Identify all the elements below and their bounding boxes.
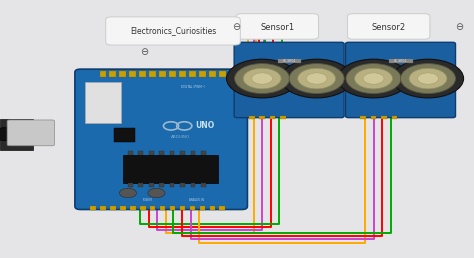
Bar <box>201 183 206 187</box>
Bar <box>200 206 205 210</box>
Circle shape <box>91 96 103 102</box>
Bar <box>170 183 174 187</box>
Bar <box>169 71 176 77</box>
Bar <box>180 151 185 155</box>
Bar <box>119 71 126 77</box>
Circle shape <box>401 63 456 93</box>
Bar <box>191 183 195 187</box>
Circle shape <box>355 68 392 89</box>
Text: ⊖: ⊖ <box>140 47 149 57</box>
Bar <box>209 71 216 77</box>
Circle shape <box>235 63 290 93</box>
Bar <box>149 71 156 77</box>
Bar <box>130 206 136 210</box>
Bar <box>201 151 206 155</box>
Circle shape <box>392 59 464 98</box>
FancyBboxPatch shape <box>236 14 319 39</box>
Bar <box>270 116 275 119</box>
Bar <box>129 71 136 77</box>
Bar <box>219 206 225 210</box>
Bar <box>114 128 135 142</box>
FancyBboxPatch shape <box>234 42 344 118</box>
Circle shape <box>306 73 327 84</box>
Bar <box>371 116 376 119</box>
Bar <box>191 151 195 155</box>
Bar <box>149 151 154 155</box>
Bar <box>85 82 121 123</box>
Circle shape <box>0 128 17 141</box>
Text: POWER: POWER <box>143 198 153 202</box>
Text: HC-SR04: HC-SR04 <box>394 59 407 63</box>
FancyBboxPatch shape <box>347 14 430 39</box>
Bar <box>360 116 366 119</box>
Bar <box>190 206 195 210</box>
Bar <box>159 183 164 187</box>
Text: Electronics_Curiosities: Electronics_Curiosities <box>130 27 216 35</box>
Bar <box>100 206 106 210</box>
Circle shape <box>346 63 401 93</box>
Bar <box>0 119 33 150</box>
Text: UNO: UNO <box>196 122 215 130</box>
Circle shape <box>148 188 165 198</box>
Bar <box>199 71 206 77</box>
Circle shape <box>409 68 447 89</box>
Bar <box>170 206 175 210</box>
Bar <box>280 116 286 119</box>
Bar <box>392 116 397 119</box>
Text: ANALOG IN: ANALOG IN <box>189 198 204 202</box>
Bar <box>128 183 133 187</box>
FancyBboxPatch shape <box>75 69 247 209</box>
Bar <box>160 206 165 210</box>
Text: Sensor2: Sensor2 <box>372 23 406 31</box>
Bar <box>381 116 387 119</box>
Circle shape <box>119 188 137 198</box>
Circle shape <box>418 73 438 84</box>
Circle shape <box>338 59 409 98</box>
Circle shape <box>227 59 298 98</box>
Text: HC-SR04: HC-SR04 <box>283 59 296 63</box>
Bar <box>189 71 196 77</box>
Bar <box>123 155 218 183</box>
Bar <box>179 71 186 77</box>
Bar <box>389 59 412 63</box>
Text: ⊖: ⊖ <box>232 22 240 32</box>
FancyBboxPatch shape <box>106 17 240 45</box>
Bar <box>128 151 133 155</box>
Bar <box>120 206 126 210</box>
Bar <box>100 71 106 77</box>
Circle shape <box>281 59 352 98</box>
Bar <box>277 59 301 63</box>
Text: DIGITAL (PWM~): DIGITAL (PWM~) <box>181 85 206 89</box>
Bar <box>180 206 185 210</box>
Text: ⊖: ⊖ <box>455 22 463 32</box>
Circle shape <box>298 68 336 89</box>
Bar <box>150 206 155 210</box>
Bar <box>138 183 143 187</box>
Circle shape <box>252 73 273 84</box>
Text: Sensor1: Sensor1 <box>260 23 294 31</box>
Text: ARDUINO: ARDUINO <box>171 135 190 139</box>
Circle shape <box>289 63 344 93</box>
FancyBboxPatch shape <box>346 42 456 118</box>
Circle shape <box>363 73 384 84</box>
Circle shape <box>243 68 281 89</box>
Bar <box>90 206 96 210</box>
Bar <box>110 206 116 210</box>
Bar <box>140 206 146 210</box>
Bar <box>159 151 164 155</box>
Bar <box>219 71 226 77</box>
Bar <box>139 71 146 77</box>
Bar <box>259 116 265 119</box>
Bar <box>210 206 215 210</box>
Bar <box>249 116 255 119</box>
Bar <box>170 151 174 155</box>
Bar <box>109 71 116 77</box>
Bar <box>180 183 185 187</box>
Bar <box>138 151 143 155</box>
FancyBboxPatch shape <box>7 120 55 146</box>
Bar <box>149 183 154 187</box>
Bar <box>159 71 166 77</box>
